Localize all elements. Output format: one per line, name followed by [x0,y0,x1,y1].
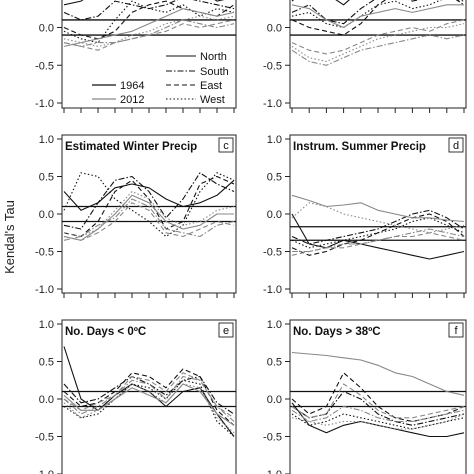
y-tick-label: 1.0 [267,134,282,146]
y-tick-label: 0.5 [39,357,54,369]
panel-title: No. Days < 0ºC [65,326,146,338]
series-1964-north [291,402,465,438]
y-tick-label: 0.0 [39,23,54,35]
panel-letter-box [448,137,464,153]
y-tick-label: 0.5 [267,172,282,184]
y-axis-label: Kendal's Tau [2,200,17,274]
panel-title: Instrum. Summer Precip [293,141,426,153]
panel-d: -1.0 -0.5 0.0 0.5 1.0 d Instrum. Summer Precip [263,134,467,298]
legend-label-east: East [200,80,222,92]
y-tick-label: -1.0 [35,284,54,296]
panel-b: -1.0 -0.5 0.0 [263,0,467,113]
series-2012-west [63,15,235,47]
series-2012-north [291,194,465,223]
y-tick-label: -0.5 [35,60,54,72]
y-tick-label: 1.0 [267,319,282,331]
panel-a: -1.0 -0.5 0.0 [35,0,237,113]
y-tick-label: -0.5 [35,432,54,444]
series-1964-south [63,0,235,21]
y-tick-label: -1.0 [263,98,282,110]
panel-frame [289,0,467,109]
series-2012-east [291,232,465,256]
panel-letter: c [223,140,229,152]
y-tick-label: -1.0 [263,469,282,474]
y-tick-label: -0.5 [263,60,282,72]
panel-letter-box [448,322,464,338]
legend-label-1964: 1964 [120,80,144,92]
series-2012-west [291,202,465,234]
series-2012-north [63,383,235,426]
series-2012-west [291,23,465,63]
series-1964-east [291,372,465,423]
legend-label-2012: 2012 [120,94,144,106]
y-tick-label: 1.0 [39,319,54,331]
series-2012-north [291,351,465,396]
series-1964-south [63,375,235,415]
series-1964-east [63,368,235,426]
series-2012-east [291,19,465,55]
series-2012-east [291,383,465,419]
panel-title: Estimated Winter Precip [65,141,197,153]
series-1964-north [63,346,235,437]
series-2012-north [291,4,464,29]
panel-letter: d [453,140,459,152]
series-2012-north [63,8,235,47]
legend-label-north: North [200,51,227,63]
y-tick-label: 0.0 [267,209,282,221]
series-2012-east [63,372,235,419]
panel-letter-box [218,137,234,153]
series-1964-south [291,390,465,426]
y-tick-label: 0.0 [267,394,282,406]
panel-frame [61,134,237,294]
series-2012-south [291,34,465,66]
y-tick-label: 0.0 [39,394,54,406]
series-2012-south [63,19,235,47]
series-1964-east [63,175,235,238]
panel-f: -1.0 -0.5 0.0 0.5 1.0 f No. Days > 38ºC [263,319,467,474]
panel-frame [289,134,467,294]
panels: -1.0 -0.5 0.0 -1.0 -0.5 0.0 -1.0 -0.5 0.0 0.5 1.0 c… [35,0,467,474]
panel-e: -1.0 -0.5 0.0 0.5 1.0 e No. Days < 0ºC [35,319,237,474]
legend: North South East West 1964 2012 [92,51,229,106]
panel-frame [61,319,237,474]
series-2012-south [63,375,235,422]
series-1964-north [291,213,465,260]
series-2012-west [63,190,235,238]
series-2012-south [63,198,235,241]
y-tick-label: -1.0 [35,469,54,474]
series-2012-east [63,202,235,241]
panel-letter-box [218,322,234,338]
y-tick-label: -1.0 [263,284,282,296]
series-2012-south [292,228,465,253]
series-1964-west [63,172,235,238]
series-1964-east [63,0,235,40]
panel-c: -1.0 -0.5 0.0 0.5 1.0 c Estimated Winter Preci… [35,134,237,298]
y-tick-label: 1.0 [39,134,54,146]
series-1964-west [63,379,235,437]
y-tick-label: -1.0 [35,98,54,110]
y-tick-label: -0.5 [263,432,282,444]
y-tick-label: 0.5 [39,172,54,184]
panel-letter: f [454,325,458,337]
series-2012-east [63,19,235,51]
y-tick-label: 0.0 [267,23,282,35]
series-2012-south [291,405,465,423]
y-tick-label: -0.5 [35,247,54,259]
y-tick-label: 0.5 [267,357,282,369]
panel-title: No. Days > 38ºC [293,326,381,338]
series-2012-north [63,194,234,241]
y-tick-label: 0.0 [39,209,54,221]
series-1964-north [63,0,225,6]
y-tick-label: -0.5 [263,247,282,259]
legend-label-south: South [200,66,229,78]
series-1964-south [63,172,235,230]
series-1964-south [291,209,465,245]
series-1964-north [63,179,235,211]
series-1964-west [291,0,465,29]
panel-letter: e [223,325,229,337]
series-1964-west [291,217,465,249]
legend-label-west: West [200,94,225,106]
panel-frame [289,319,467,474]
